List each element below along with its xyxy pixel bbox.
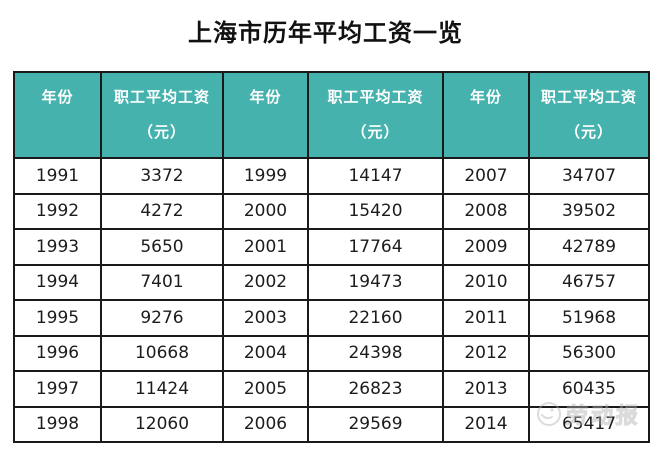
table-row: 1994 7401 2002 19473 2010 46757 [13,263,650,301]
wage-cell: 34707 [528,157,650,195]
wage-cell: 56300 [528,334,650,372]
table-header-wage-1: 职工平均工资 （元） [100,71,224,159]
wage-cell: 5650 [100,228,224,266]
wage-cell: 14147 [307,157,444,195]
year-cell: 2003 [222,299,309,337]
header-year-label: 年份 [469,88,502,106]
year-cell: 1999 [222,157,309,195]
header-wage-line2: （元） [351,123,400,141]
table-row: 1997 11424 2005 26823 2013 60435 [13,370,650,408]
year-cell: 2001 [222,228,309,266]
table-header-year-3: 年份 [442,71,530,159]
wage-table-header: 年份 职工平均工资 （元） 年份 职工平均工资 （元） 年份 职工平均工资 [13,71,650,159]
header-wage-line2: （元） [137,123,186,141]
year-cell: 2012 [442,334,530,372]
year-cell: 1996 [13,334,102,372]
year-cell: 1995 [13,299,102,337]
year-cell: 2006 [222,405,309,443]
year-cell: 2008 [442,192,530,230]
year-cell: 1992 [13,192,102,230]
header-year-label: 年份 [249,88,282,106]
table-row: 1992 4272 2000 15420 2008 39502 [13,192,650,230]
year-cell: 2005 [222,370,309,408]
wage-cell: 65417 [528,405,650,443]
wage-cell: 29569 [307,405,444,443]
table-row: 1995 9276 2003 22160 2011 51968 [13,299,650,337]
year-cell: 2013 [442,370,530,408]
wage-cell: 9276 [100,299,224,337]
wage-cell: 10668 [100,334,224,372]
table-header-row: 年份 职工平均工资 （元） 年份 职工平均工资 （元） 年份 职工平均工资 [13,71,650,159]
table-row: 1996 10668 2004 24398 2012 56300 [13,334,650,372]
table-row: 1991 3372 1999 14147 2007 34707 [13,157,650,195]
year-cell: 2004 [222,334,309,372]
year-cell: 2009 [442,228,530,266]
wage-cell: 39502 [528,192,650,230]
table-header-year-1: 年份 [13,71,102,159]
year-cell: 1991 [13,157,102,195]
table-row: 1998 12060 2006 29569 2014 65417 [13,405,650,443]
wage-cell: 22160 [307,299,444,337]
header-year-label: 年份 [41,88,74,106]
wage-table: 年份 职工平均工资 （元） 年份 职工平均工资 （元） 年份 职工平均工资 [13,71,650,443]
table-header-wage-3: 职工平均工资 （元） [528,71,650,159]
wage-cell: 7401 [100,263,224,301]
header-wage-line1: 职工平均工资 [113,88,210,106]
year-cell: 2010 [442,263,530,301]
wage-cell: 46757 [528,263,650,301]
year-cell: 2014 [442,405,530,443]
year-cell: 1994 [13,263,102,301]
wage-cell: 26823 [307,370,444,408]
wage-cell: 15420 [307,192,444,230]
year-cell: 1997 [13,370,102,408]
table-header-wage-2: 职工平均工资 （元） [307,71,444,159]
page-title: 上海市历年平均工资一览 [188,19,463,47]
year-cell: 2007 [442,157,530,195]
year-cell: 1998 [13,405,102,443]
wage-cell: 12060 [100,405,224,443]
year-cell: 1993 [13,228,102,266]
wage-cell: 19473 [307,263,444,301]
wage-cell: 3372 [100,157,224,195]
header-wage-line1: 职工平均工资 [327,88,424,106]
wage-cell: 51968 [528,299,650,337]
table-header-year-2: 年份 [222,71,309,159]
header-wage-line2: （元） [564,123,613,141]
header-wage-line1: 职工平均工资 [540,88,637,106]
wage-cell: 42789 [528,228,650,266]
wage-cell: 24398 [307,334,444,372]
wage-cell: 4272 [100,192,224,230]
year-cell: 2011 [442,299,530,337]
wage-cell: 60435 [528,370,650,408]
year-cell: 2002 [222,263,309,301]
wage-cell: 11424 [100,370,224,408]
wage-table-body: 1991 3372 1999 14147 2007 34707 1992 4272 2000 15… [13,157,650,443]
year-cell: 2000 [222,192,309,230]
wage-cell: 17764 [307,228,444,266]
table-row: 1993 5650 2001 17764 2009 42789 [13,228,650,266]
